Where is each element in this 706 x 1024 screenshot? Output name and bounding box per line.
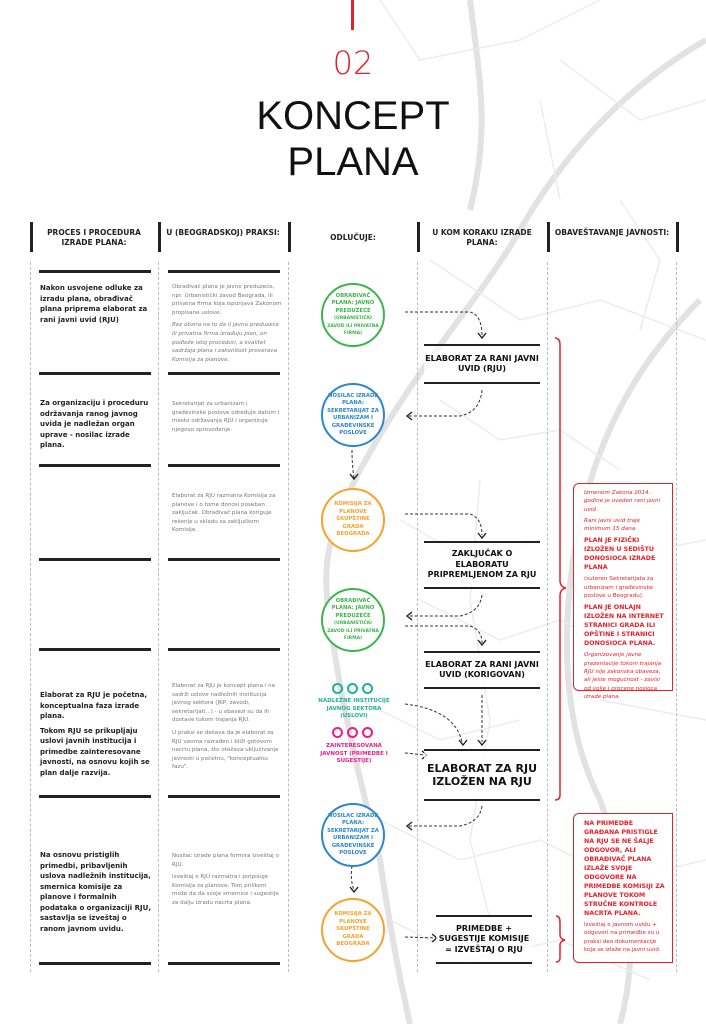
header-divider: [288, 222, 291, 252]
header-step: U KOM KORAKU IZRADE PLANA:: [432, 228, 532, 247]
header-divider: [30, 222, 33, 252]
section-number: 02: [332, 44, 374, 82]
public-info-box-1: Izmenom Zakona 2014. godine je uveden ra…: [573, 483, 673, 700]
step-elaborat-izlozen: ELABORAT ZA RJU IZLOŽEN NA RJU: [424, 749, 540, 801]
practice-note-3: Elaborat za RJU razmatra Komisija za pla…: [172, 493, 276, 534]
header-practice: U (BEOGRADSKOJ) PRAKSI:: [166, 228, 280, 237]
header-divider: [676, 222, 679, 252]
row-divider: [39, 795, 151, 798]
process-step-1: Nakon usvojene odluke za izradu plana, o…: [40, 284, 148, 324]
row-divider: [168, 270, 280, 273]
row-divider: [168, 372, 280, 375]
decider-institucije: NADLEŽNE INSTITUCIJE JAVNOG SEKTORA (USL…: [318, 698, 390, 719]
decider-obradjivac-1: OBRAĐIVAČ PLANA: JAVNO PREDUZEĆE (URBANIS…: [321, 283, 385, 347]
header-process: PROCES I PROCEDURA IZRADE PLANA:: [47, 228, 141, 247]
row-divider: [39, 648, 151, 651]
step-elaborat-rju: ELABORAT ZA RANI JAVNI UVID (RJU): [424, 344, 540, 384]
header-decides: ODLUČUJE:: [330, 233, 376, 242]
process-step-4: Na osnovu pristiglih primedbi, pribavlje…: [40, 851, 151, 933]
title-accent-bar: [351, 0, 354, 30]
decider-komisija-1: KOMISIJA ZA PLANOVE SKUPŠTINE GRADA BEOG…: [321, 488, 385, 552]
practice-note-1: Obrađivač plana je javno preduzeće, npr.…: [172, 284, 282, 363]
header-divider: [158, 222, 161, 252]
practice-note-4: Elaborat za RJU je koncept plana i ne sa…: [172, 683, 279, 771]
practice-note-5: Nosilac izrade plana formira Izveštaj o …: [172, 853, 279, 906]
page-title-line2: PLANA: [287, 140, 419, 184]
row-divider: [39, 464, 151, 467]
process-step-2: Za organizaciju i proceduru održavanja r…: [40, 399, 149, 449]
public-info-box-2: NA PRIMEDBE GRAĐANA PRISTIGLE NA RJU SE …: [573, 813, 673, 963]
row-divider: [168, 558, 280, 561]
decider-komisija-2: KOMISIJA ZA PLANOVE SKUPŠTINE GRADA BEOG…: [321, 898, 385, 962]
header-public: OBAVEŠTAVANJE JAVNOSTI:: [554, 228, 670, 237]
row-divider: [168, 464, 280, 467]
header-divider: [547, 222, 550, 252]
decider-obradjivac-2: OBRAĐIVAČ PLANA: JAVNO PREDUZEĆE (URBANIS…: [321, 588, 385, 652]
step-zakljucak: ZAKLJUČAK O ELABORATU PRIPREMLJENOM ZA R…: [424, 541, 540, 589]
row-divider: [168, 962, 280, 965]
row-divider: [39, 270, 151, 273]
process-step-3: Elaborat za RJU je početna, konceptualna…: [40, 691, 150, 777]
institutions-icon: [332, 683, 373, 694]
public-icon: [332, 727, 373, 738]
decider-nosilac-1: NOSILAC IZRADE PLANA: SEKRETARIJAT ZA UR…: [321, 383, 385, 447]
header-divider: [417, 222, 420, 252]
practice-note-2: Sekretarijat za urbanizam i građevinske …: [172, 401, 280, 433]
row-divider: [39, 372, 151, 375]
public-braces: [554, 337, 567, 963]
step-elaborat-korigovan: ELABORAT ZA RANI JAVNI UVID (KORIGOVAN): [424, 651, 540, 689]
row-divider: [39, 558, 151, 561]
row-divider: [168, 648, 280, 651]
step-izvestaj: PRIMEDBE + SUGESTIJE KOMISIJE = IZVEŠTAJ…: [436, 915, 532, 964]
row-divider: [39, 962, 151, 965]
decider-javnost: ZAINTERESOVANA JAVNOST (PRIMEDBE I SUGES…: [320, 743, 388, 764]
decider-nosilac-2: NOSILAC IZRADE PLANA: SEKRETARIJAT ZA UR…: [321, 803, 385, 867]
row-divider: [168, 795, 280, 798]
page-title-line1: KONCEPT: [256, 94, 450, 138]
